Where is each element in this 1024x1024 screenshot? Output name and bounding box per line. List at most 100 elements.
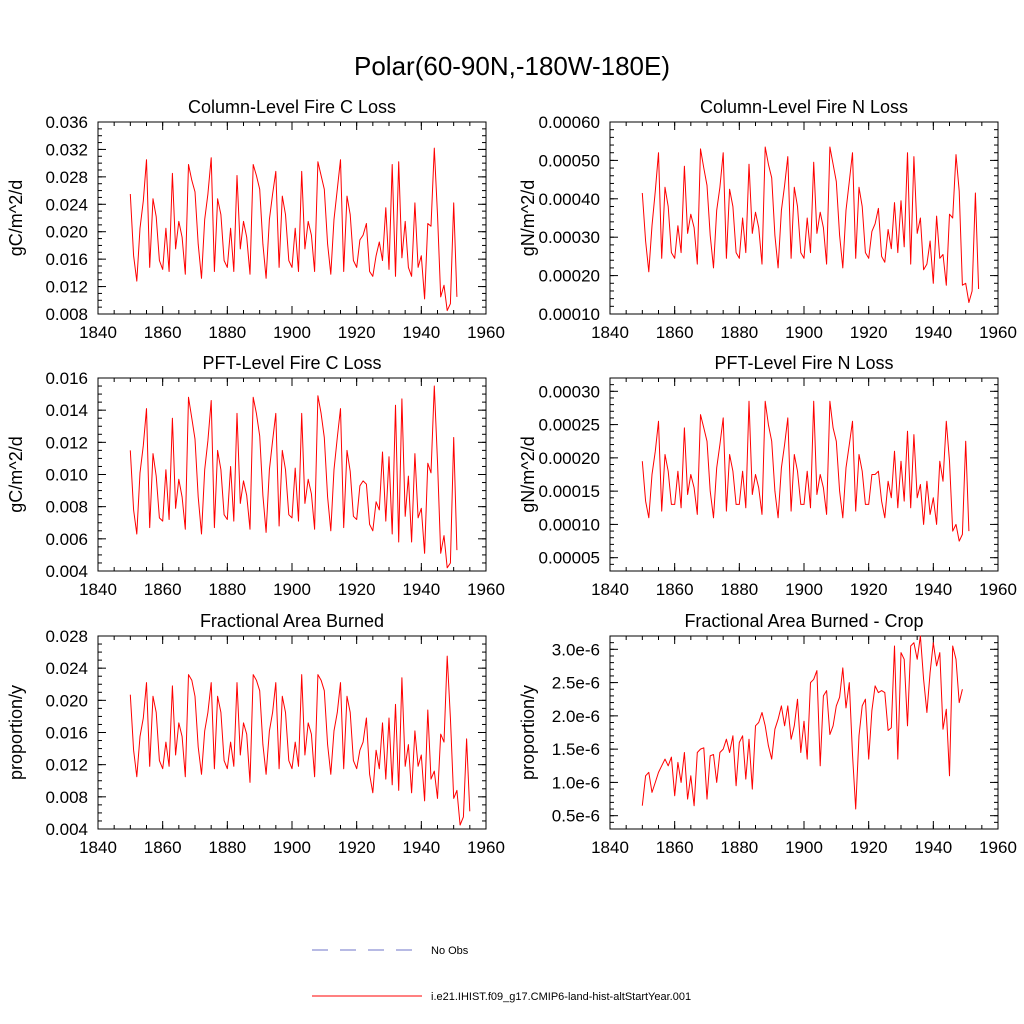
y-tick-label: 0.00060 — [539, 113, 600, 132]
x-tick-label: 1860 — [656, 838, 694, 857]
x-tick-label: 1900 — [273, 580, 311, 599]
x-tick-label: 1960 — [467, 580, 505, 599]
y-tick-label: 0.00040 — [539, 190, 600, 209]
x-tick-label: 1880 — [208, 838, 246, 857]
y-tick-label: 0.00005 — [539, 549, 600, 568]
x-tick-label: 1880 — [720, 323, 758, 342]
y-tick-label: 0.016 — [45, 724, 88, 743]
x-tick-label: 1960 — [979, 838, 1017, 857]
y-axis-label: gC/m^2/d — [6, 180, 26, 256]
y-tick-label: 0.00050 — [539, 151, 600, 170]
y-axis-label: proportion/y — [6, 685, 26, 780]
x-tick-label: 1840 — [79, 323, 117, 342]
x-tick-label: 1960 — [979, 323, 1017, 342]
plot-frame — [609, 121, 999, 315]
x-tick-label: 1860 — [656, 323, 694, 342]
y-tick-label: 0.012 — [45, 756, 88, 775]
y-axis-label: gC/m^2/d — [6, 436, 26, 512]
series-line — [641, 400, 970, 542]
y-tick-label: 1.5e-6 — [552, 740, 600, 759]
x-tick-label: 1920 — [338, 580, 376, 599]
y-tick-label: 3.0e-6 — [552, 640, 600, 659]
y-tick-label: 0.004 — [45, 820, 88, 839]
series-line — [129, 147, 458, 312]
plot-frame — [97, 635, 487, 830]
chart-title: PFT-Level Fire N Loss — [714, 353, 893, 373]
chart-panel-5: Fractional Area Burned proportion/y 0.004 0… — [6, 611, 505, 857]
legend-label: i.e21.IHIST.f09_g17.CMIP6-land-hist-altS… — [431, 991, 691, 1003]
x-tick-label: 1900 — [785, 323, 823, 342]
y-tick-label: 0.012 — [45, 278, 88, 297]
y-tick-label: 0.020 — [45, 691, 88, 710]
x-tick-label: 1880 — [720, 580, 758, 599]
x-tick-label: 1840 — [591, 838, 629, 857]
panels: Column-Level Fire C Loss gC/m^2/d 0.008 0.0… — [6, 97, 1017, 857]
y-tick-label: 2.0e-6 — [552, 707, 600, 726]
x-tick-label: 1940 — [402, 580, 440, 599]
y-tick-label: 0.00025 — [539, 416, 600, 435]
y-tick-label: 0.016 — [45, 250, 88, 269]
y-tick-label: 0.012 — [45, 433, 88, 452]
x-tick-label: 1920 — [338, 323, 376, 342]
y-tick-label: 0.020 — [45, 223, 88, 242]
x-tick-label: 1840 — [79, 580, 117, 599]
y-tick-label: 1.0e-6 — [552, 773, 600, 792]
y-tick-label: 2.5e-6 — [552, 674, 600, 693]
x-tick-label: 1880 — [208, 323, 246, 342]
y-tick-label: 0.024 — [45, 659, 88, 678]
y-tick-label: 0.008 — [45, 788, 88, 807]
x-tick-label: 1900 — [785, 580, 823, 599]
x-tick-label: 1900 — [785, 838, 823, 857]
series-line — [641, 146, 980, 303]
chart-title: Column-Level Fire C Loss — [188, 97, 396, 117]
chart-panel-3: PFT-Level Fire C Loss gC/m^2/d 0.004 0.006 0… — [6, 353, 505, 599]
x-tick-label: 1960 — [467, 323, 505, 342]
y-tick-label: 0.00030 — [539, 382, 600, 401]
x-tick-label: 1920 — [850, 838, 888, 857]
chart-title: Fractional Area Burned — [200, 611, 384, 631]
x-tick-label: 1840 — [79, 838, 117, 857]
x-tick-label: 1900 — [273, 323, 311, 342]
x-tick-label: 1940 — [914, 580, 952, 599]
x-tick-label: 1920 — [338, 838, 376, 857]
legend: No Obs i.e21.IHIST.f09_g17.CMIP6-land-his… — [312, 945, 691, 1003]
chart-panel-6: Fractional Area Burned - Crop proportion/… — [518, 611, 1017, 857]
x-tick-label: 1900 — [273, 838, 311, 857]
x-tick-label: 1960 — [467, 838, 505, 857]
x-tick-label: 1860 — [144, 580, 182, 599]
y-tick-label: 0.032 — [45, 140, 88, 159]
figure-title: Polar(60-90N,-180W-180E) — [354, 51, 670, 81]
y-tick-label: 0.036 — [45, 113, 88, 132]
y-tick-label: 0.008 — [45, 498, 88, 517]
chart-title: PFT-Level Fire C Loss — [202, 353, 381, 373]
chart-panel-1: Column-Level Fire C Loss gC/m^2/d 0.008 0.0… — [6, 97, 505, 342]
chart-title: Fractional Area Burned - Crop — [684, 611, 923, 631]
x-tick-label: 1840 — [591, 580, 629, 599]
y-axis-label: gN/m^2/d — [518, 180, 538, 256]
series-line — [641, 635, 963, 810]
x-tick-label: 1860 — [144, 323, 182, 342]
x-tick-label: 1940 — [402, 838, 440, 857]
x-tick-label: 1860 — [656, 580, 694, 599]
series-line — [129, 655, 471, 826]
chart-title: Column-Level Fire N Loss — [700, 97, 908, 117]
y-tick-label: 0.00015 — [539, 482, 600, 501]
legend-label: No Obs — [431, 945, 469, 957]
y-tick-label: 0.00010 — [539, 515, 600, 534]
chart-panel-2: Column-Level Fire N Loss gN/m^2/d 0.00010 0… — [518, 97, 1017, 342]
y-tick-label: 0.00020 — [539, 267, 600, 286]
y-tick-label: 0.010 — [45, 466, 88, 485]
y-tick-label: 0.006 — [45, 530, 88, 549]
y-tick-label: 0.014 — [45, 401, 88, 420]
x-tick-label: 1960 — [979, 580, 1017, 599]
x-tick-label: 1920 — [850, 323, 888, 342]
y-tick-label: 0.024 — [45, 195, 88, 214]
y-tick-label: 0.00010 — [539, 305, 600, 324]
y-tick-label: 0.004 — [45, 562, 88, 581]
y-tick-label: 0.028 — [45, 168, 88, 187]
x-tick-label: 1940 — [914, 323, 952, 342]
plot-frame — [609, 635, 999, 830]
x-tick-label: 1880 — [208, 580, 246, 599]
x-tick-label: 1860 — [144, 838, 182, 857]
